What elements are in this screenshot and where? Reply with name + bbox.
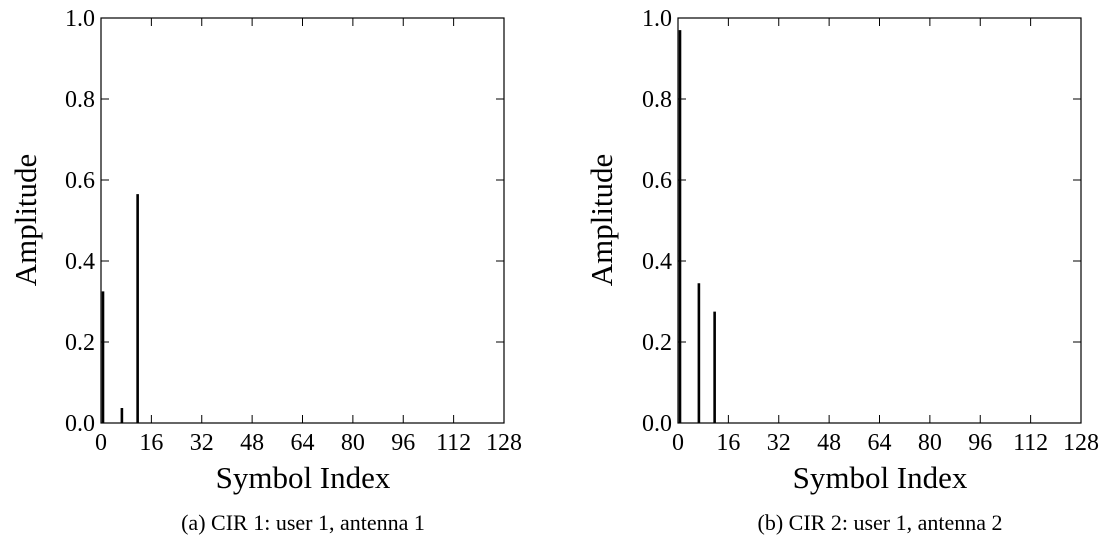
y-tick-label: 0.6 xyxy=(65,168,95,194)
y-axis-title: Amplitude xyxy=(584,154,619,287)
y-tick-label: 0.2 xyxy=(65,330,95,356)
y-tick-label: 0.4 xyxy=(65,249,95,275)
chart-panel-b: 0.0 0.2 0.4 0.6 0.8 1.0 0 16 32 48 64 80 96 112 128 S… xyxy=(584,6,1099,535)
x-tick-label: 128 xyxy=(486,430,522,456)
plot-frame xyxy=(100,17,505,424)
plot-frame xyxy=(677,17,1082,424)
panel-caption: (b) CIR 2: user 1, antenna 2 xyxy=(758,510,1003,535)
y-tick-label: 0.8 xyxy=(642,87,672,113)
x-axis-title: Symbol Index xyxy=(216,460,391,495)
bars-group xyxy=(101,194,139,423)
x-tick-label: 112 xyxy=(1013,430,1048,456)
x-tick-label: 112 xyxy=(436,430,471,456)
chart-panel-a: 0.0 0.2 0.4 0.6 0.8 1.0 0 16 32 48 64 80 96 112 128 S… xyxy=(8,6,522,535)
x-tick-label: 64 xyxy=(291,430,315,456)
x-tick-label: 80 xyxy=(341,430,365,456)
x-tick-label: 48 xyxy=(240,430,264,456)
x-tick-label: 0 xyxy=(95,430,107,456)
bars-group xyxy=(678,30,716,423)
y-tick-label: 0.4 xyxy=(642,249,672,275)
x-tick-label: 96 xyxy=(391,430,415,456)
x-tick-labels: 0 16 32 48 64 80 96 112 128 xyxy=(672,430,1099,456)
x-tick-label: 96 xyxy=(968,430,992,456)
x-tick-label: 48 xyxy=(817,430,841,456)
y-tick-label: 0.8 xyxy=(65,87,95,113)
y-axis-title: Amplitude xyxy=(8,154,43,287)
y-tick-labels: 0.0 0.2 0.4 0.6 0.8 1.0 xyxy=(65,6,95,437)
y-tick-labels: 0.0 0.2 0.4 0.6 0.8 1.0 xyxy=(642,6,672,437)
x-tick-label: 16 xyxy=(716,430,740,456)
y-tick-label: 0.2 xyxy=(642,330,672,356)
y-tick-label: 0.0 xyxy=(65,411,95,437)
x-tick-label: 80 xyxy=(918,430,942,456)
x-tick-label: 32 xyxy=(190,430,214,456)
x-tick-label: 16 xyxy=(139,430,163,456)
x-tick-label: 128 xyxy=(1063,430,1099,456)
y-tick-label: 1.0 xyxy=(65,6,95,32)
x-tick-labels: 0 16 32 48 64 80 96 112 128 xyxy=(95,430,522,456)
x-axis-title: Symbol Index xyxy=(793,460,968,495)
y-tick-label: 1.0 xyxy=(642,6,672,32)
panel-caption: (a) CIR 1: user 1, antenna 1 xyxy=(181,510,425,535)
y-tick-label: 0.6 xyxy=(642,168,672,194)
x-tick-label: 64 xyxy=(868,430,892,456)
x-tick-label: 0 xyxy=(672,430,684,456)
y-tick-label: 0.0 xyxy=(642,411,672,437)
x-tick-label: 32 xyxy=(767,430,791,456)
